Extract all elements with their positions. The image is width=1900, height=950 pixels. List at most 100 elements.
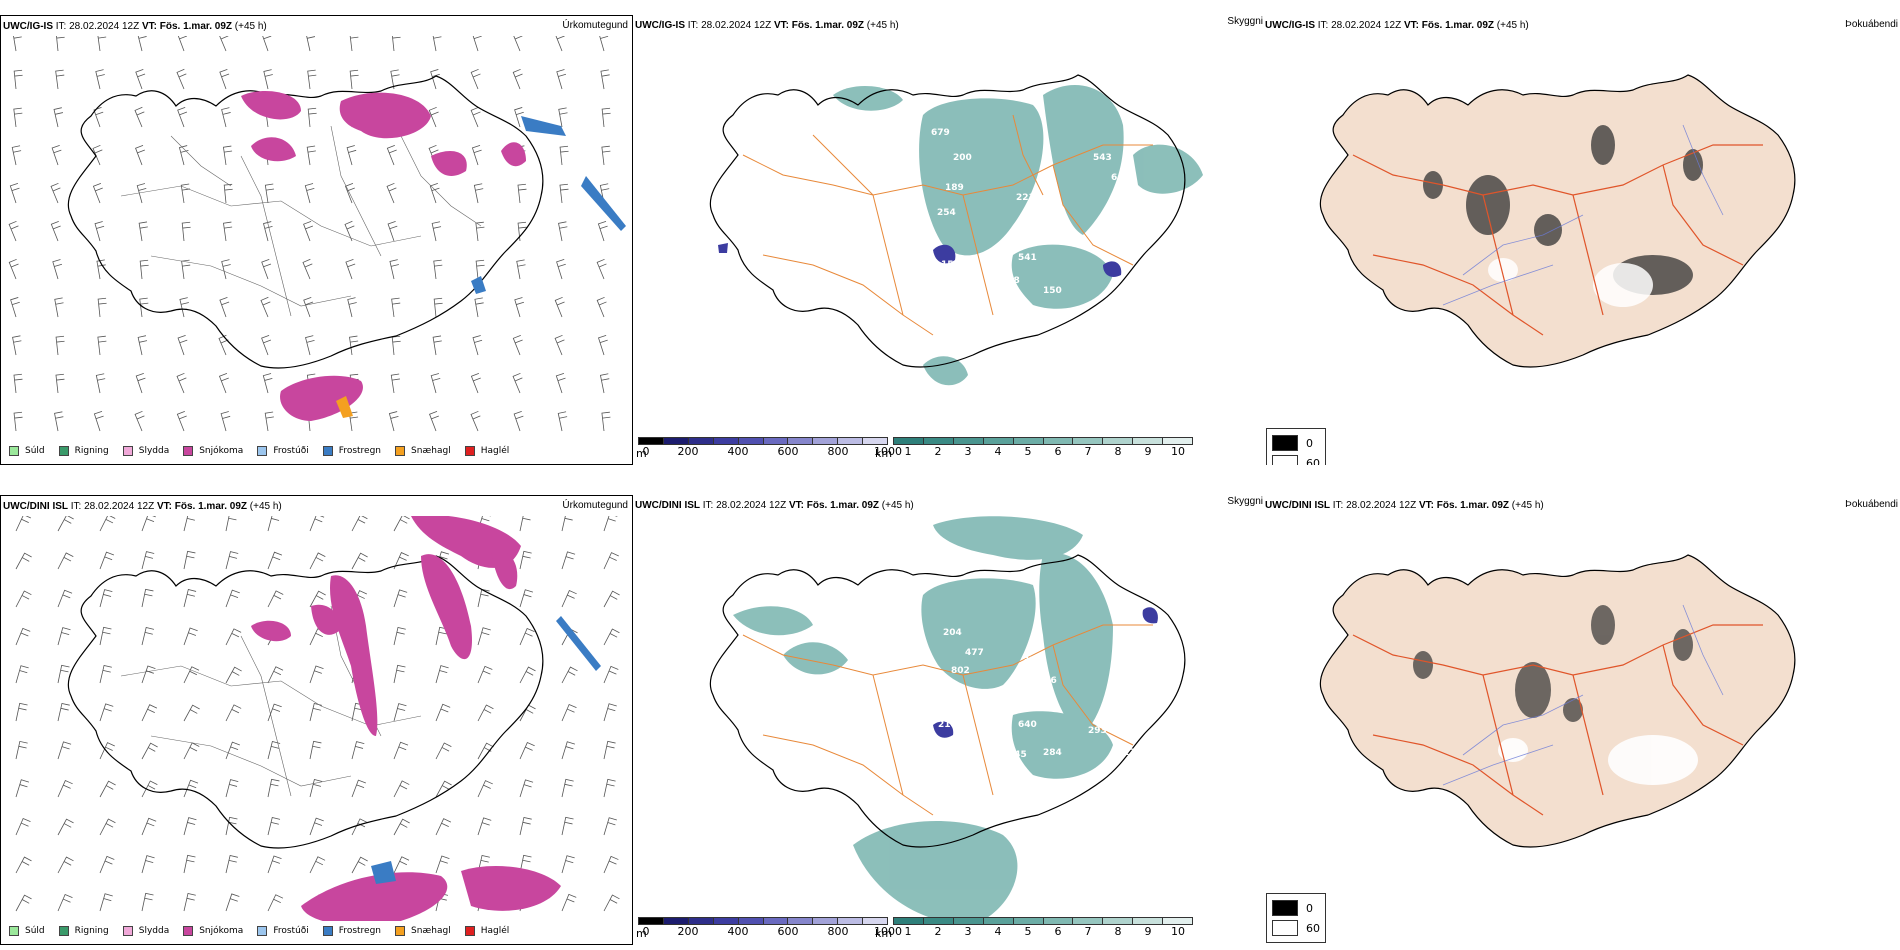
wind-barb	[225, 704, 242, 722]
scale-tick-label: 600	[777, 925, 799, 938]
wind-barb	[477, 817, 492, 836]
wind-barb	[561, 778, 574, 798]
scale-color-cell	[983, 438, 1014, 444]
scale-color-cell	[923, 918, 954, 924]
scale-tick-label: 10	[1171, 445, 1185, 458]
wind-barb	[15, 516, 32, 532]
wind-barb	[267, 516, 281, 532]
wind-barb	[435, 780, 452, 798]
wind-barb	[601, 107, 611, 128]
wind-barb	[431, 221, 442, 242]
wind-barb	[179, 297, 189, 318]
wind-barb	[557, 411, 568, 432]
wind-barb	[559, 183, 569, 204]
wind-barb	[393, 703, 407, 722]
scale-tick-label: 200	[677, 925, 699, 938]
wind-barb	[8, 220, 19, 242]
wind-barb	[393, 741, 409, 760]
scale-color-cell	[1073, 438, 1104, 444]
wind-barb	[264, 183, 275, 204]
scale-tick-label: 4	[994, 445, 1002, 458]
wind-barb	[57, 552, 74, 570]
wind-barb	[435, 665, 449, 684]
wind-barb	[516, 259, 526, 280]
wind-barb	[432, 335, 442, 356]
legend-swatch-dot	[122, 446, 133, 456]
wind-barb	[178, 145, 189, 166]
cloud-base-label: 253	[1028, 238, 1047, 248]
wind-barb	[141, 551, 155, 570]
wind-barb	[305, 335, 315, 356]
wind-barb	[393, 780, 410, 798]
wind-barb	[433, 297, 443, 318]
legend-swatch-dot	[9, 446, 19, 456]
legend-item: Haglél	[464, 926, 509, 936]
wind-barb	[13, 373, 23, 394]
wind-barb	[302, 258, 313, 280]
scale-color-cell	[738, 918, 764, 924]
visibility-scale: 1 2 3 4 5 6 7 8 9 10 km	[875, 437, 1193, 460]
wind-barb	[391, 36, 401, 52]
wind-barb	[513, 410, 524, 432]
height-scale-unit: m	[636, 927, 647, 940]
wind-barb	[135, 373, 146, 394]
precip-map	[8, 36, 626, 432]
panel-title: UWC/DINI ISL IT: 28.02.2024 12Z VT: Fös.…	[3, 501, 282, 512]
scale-tick-label: 6	[1054, 445, 1062, 458]
wind-barb	[99, 551, 115, 570]
wind-barb	[558, 221, 568, 242]
legend-swatch-dot	[464, 446, 475, 456]
wind-barb	[559, 145, 569, 166]
panel-label: Þokuábendi	[1845, 499, 1898, 510]
wind-barb	[225, 666, 242, 684]
cloud-base-label: 208	[1001, 276, 1020, 286]
scale-color-cell	[763, 438, 789, 444]
wind-barb	[262, 373, 273, 394]
cloud-base-label: 204	[943, 628, 962, 638]
wind-barb	[555, 373, 566, 394]
height-scale: 0 200 400 600 800 1000 m	[636, 917, 902, 940]
scale-tick-label: 9	[1144, 925, 1152, 938]
wind-barb	[303, 220, 314, 242]
wind-barb	[97, 335, 107, 356]
fog-legend-swatch	[1272, 435, 1298, 451]
wind-barb	[556, 69, 567, 90]
wind-barb	[94, 221, 105, 242]
scale-tick-label: 6	[1054, 925, 1062, 938]
cloud-base-label: 645	[1008, 750, 1027, 760]
fog-legend-item: 0	[1272, 433, 1320, 453]
fog-legend-swatch	[1272, 920, 1298, 936]
wind-barb	[561, 551, 576, 570]
wind-barb	[477, 742, 494, 760]
wind-barb	[183, 779, 199, 798]
wind-barb	[603, 628, 620, 646]
legend-item: Frostúði	[257, 926, 309, 936]
scale-color-cell	[788, 438, 814, 444]
scale-tick-label: 800	[827, 925, 849, 938]
wind-barb	[435, 855, 450, 874]
cloud-base-label: 640	[1018, 720, 1037, 730]
legend-item: Rigning	[58, 926, 109, 936]
scale-color-cell	[688, 438, 714, 444]
wind-barb	[561, 816, 574, 836]
legend-item: Snjókoma	[183, 446, 243, 456]
wind-barb	[517, 221, 527, 242]
legend-item: Haglél	[464, 446, 509, 456]
cloud-base-label: 218	[938, 720, 957, 730]
cloud-base-label: 22	[1033, 218, 1046, 228]
legend-swatch-dot	[183, 446, 194, 456]
cloud-base-label: 263	[993, 736, 1012, 746]
scale-tick-label: 0	[642, 445, 650, 458]
wind-barb	[346, 145, 357, 166]
legend-item: Snæhagl	[395, 446, 451, 456]
scale-tick-label: 5	[1024, 445, 1032, 458]
scale-tick-label: 8	[1114, 445, 1122, 458]
wind-barb	[519, 854, 532, 874]
wind-barb	[56, 36, 65, 52]
wind-barb	[221, 107, 231, 128]
wind-barb	[393, 589, 408, 608]
wind-barb	[262, 36, 272, 52]
panel-label: Úrkomutegund	[562, 20, 628, 31]
wind-barb	[53, 107, 64, 128]
wind-barb	[260, 296, 271, 318]
